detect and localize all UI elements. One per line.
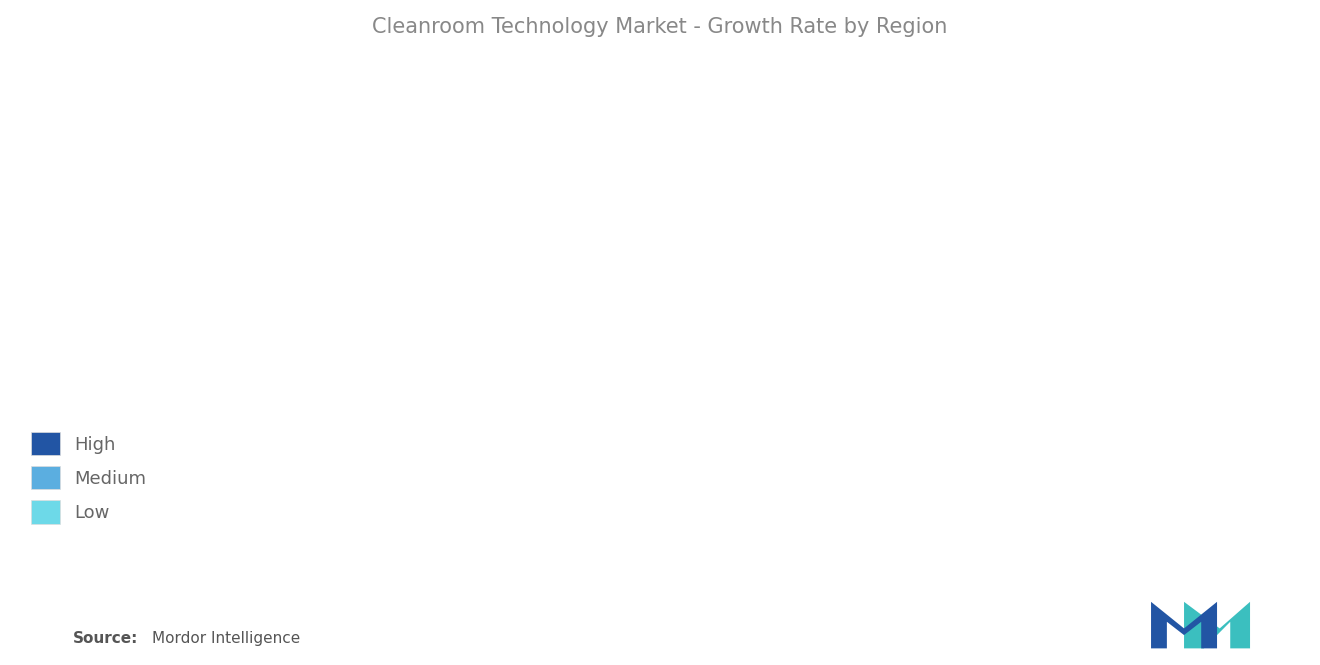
Polygon shape — [1184, 602, 1250, 648]
Text: Cleanroom Technology Market - Growth Rate by Region: Cleanroom Technology Market - Growth Rat… — [372, 17, 948, 37]
Text: Source:: Source: — [73, 631, 139, 646]
Polygon shape — [1151, 602, 1217, 648]
Text: Mordor Intelligence: Mordor Intelligence — [152, 631, 300, 646]
Legend: High, Medium, Low: High, Medium, Low — [22, 423, 156, 533]
